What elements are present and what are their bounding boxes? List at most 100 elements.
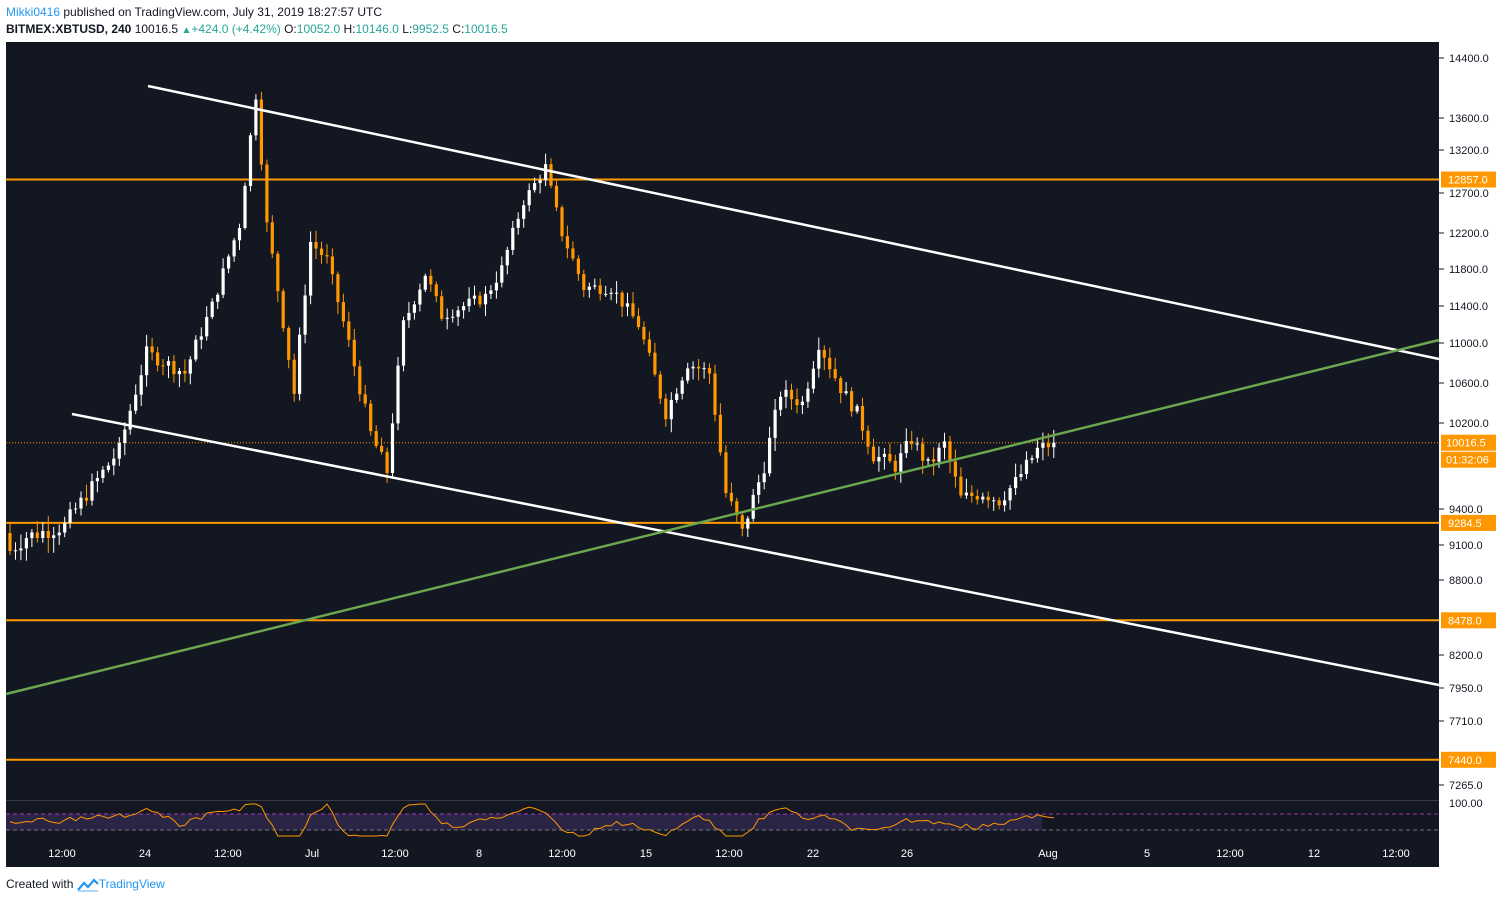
candle-body [24, 538, 28, 549]
candle-body [1041, 443, 1045, 448]
candle-body [330, 256, 334, 275]
candle-body [986, 496, 990, 501]
candle-body [1003, 500, 1007, 506]
time-tick-label: 12:00 [1216, 848, 1244, 860]
candle-body [942, 441, 947, 448]
candle-body [587, 286, 591, 290]
candle-body [948, 441, 952, 462]
trendline-green[interactable] [5, 338, 1440, 696]
price-tick-label: 9100.0 [1449, 540, 1483, 552]
candle-body [145, 346, 149, 376]
symbol-name[interactable]: BITMEX:XBTUSD, 240 [6, 22, 132, 36]
time-axis[interactable] [6, 840, 1439, 867]
candle-body [259, 99, 263, 165]
price-tick-label: 7710.0 [1449, 716, 1483, 728]
candle-body [90, 481, 94, 501]
low-value: 9952.5 [412, 22, 449, 36]
candle-body [1008, 488, 1012, 501]
candle-body [620, 292, 624, 307]
candle-body [713, 373, 717, 415]
candle-body [855, 406, 859, 412]
footer: Created with TradingView [6, 877, 165, 892]
candle-body [828, 357, 832, 370]
candle-body [904, 441, 908, 454]
time-tick-label: Aug [1038, 848, 1058, 860]
candle-body [227, 256, 231, 269]
candle-body [123, 429, 127, 443]
candle-body [483, 293, 488, 305]
candle-body [112, 458, 116, 466]
candle-body [817, 349, 821, 369]
candle-body [779, 396, 783, 410]
candle-body [899, 453, 903, 472]
candle-body [68, 509, 72, 523]
candle-body [992, 500, 996, 502]
open-value: 10052.0 [296, 22, 341, 36]
candle-body [412, 304, 416, 313]
price-tick-label: 11800.0 [1449, 264, 1488, 276]
candle-body [13, 550, 18, 552]
time-tick-label: 26 [901, 848, 913, 860]
channel-upper-line[interactable] [147, 84, 1440, 361]
candle-body [511, 227, 515, 250]
candle-body [248, 135, 253, 186]
time-tick-label: 12:00 [1382, 848, 1410, 860]
candle-body [784, 389, 788, 397]
candle-body [953, 461, 957, 477]
last-price: 10016.5 [134, 22, 179, 36]
candle-body [757, 482, 761, 495]
candle-body [374, 431, 378, 446]
candle-body [1052, 442, 1056, 448]
candle-body [669, 400, 673, 420]
candle-body [964, 492, 968, 496]
candle-body [538, 180, 542, 184]
candle-body [500, 265, 504, 283]
candle-body [1046, 443, 1050, 448]
rsi-axis-label: 100.00 [1449, 798, 1483, 810]
candle-body [440, 296, 444, 319]
candle-body [664, 398, 668, 420]
price-tick-label: 13200.0 [1449, 145, 1489, 157]
price-tick-label: 12700.0 [1449, 188, 1489, 200]
tradingview-logo-icon[interactable] [76, 878, 99, 892]
candle-body [172, 361, 176, 375]
candle-body [746, 518, 750, 529]
candle-body [423, 275, 427, 290]
candle-body [926, 459, 930, 461]
candle-body [844, 391, 848, 394]
candle-body [527, 190, 531, 206]
author-link[interactable]: Mikki0416 [6, 5, 61, 19]
last-price-label: 10016.5 [1446, 438, 1486, 450]
time-tick-label: 24 [139, 848, 151, 860]
candle-body [390, 423, 395, 473]
candle-body [456, 310, 460, 317]
candle-body [653, 352, 657, 375]
candle-body [718, 414, 722, 453]
candle-body [281, 291, 285, 329]
channel-lower-line[interactable] [71, 412, 1440, 687]
price-tick-label: 8800.0 [1449, 575, 1483, 587]
candle-body [871, 446, 876, 462]
candle-body [636, 316, 641, 327]
candle-body [773, 409, 777, 438]
candle-body [265, 164, 269, 223]
price-tick-label: 7950.0 [1449, 683, 1483, 695]
candle-body [418, 289, 422, 305]
candle-body [319, 248, 324, 255]
candle-body [882, 453, 886, 457]
candle-body [625, 303, 630, 307]
candle-body [522, 205, 526, 219]
candle-body [768, 437, 772, 474]
candle-body [800, 401, 804, 406]
candle-body [314, 242, 318, 249]
candle-body [642, 327, 646, 340]
candle-body [1030, 458, 1034, 460]
candle-body [232, 240, 236, 257]
candle-body [893, 460, 897, 472]
candle-body [270, 222, 274, 254]
tradingview-brand[interactable]: TradingView [98, 877, 165, 891]
candle-body [544, 164, 548, 181]
candle-body [462, 306, 466, 311]
level-label-box [1441, 751, 1496, 768]
